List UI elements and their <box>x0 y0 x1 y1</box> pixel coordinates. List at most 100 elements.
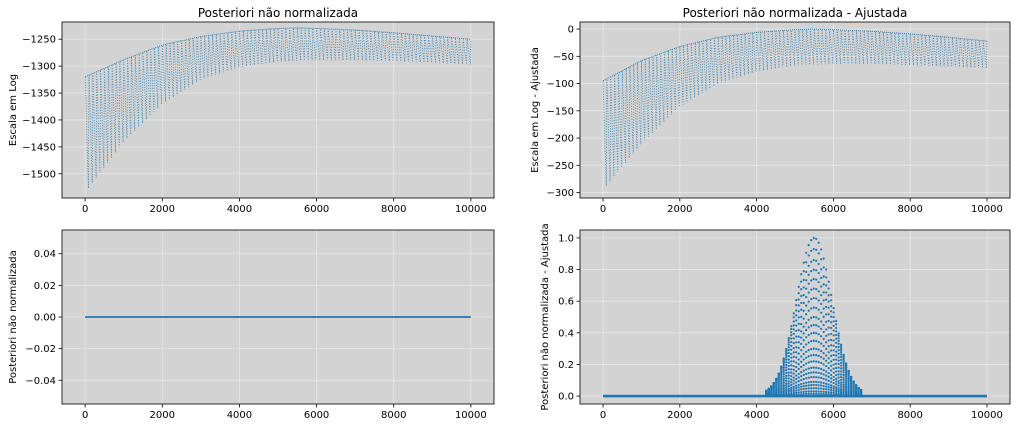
series-point <box>787 382 790 385</box>
y-tick-label: −1350 <box>22 89 56 100</box>
series-point <box>790 325 793 328</box>
y-tick-label: −300 <box>547 188 574 199</box>
series-point <box>842 369 845 372</box>
series-point <box>797 316 800 319</box>
series-point <box>825 365 828 368</box>
series-point <box>830 299 833 302</box>
series-point <box>800 385 803 388</box>
series-point <box>812 277 815 281</box>
series-point <box>805 270 808 274</box>
series-point <box>832 349 835 352</box>
series-point <box>792 379 795 382</box>
series-point <box>795 370 798 373</box>
y-tick-label: 0.4 <box>558 328 574 339</box>
series-point <box>817 308 820 311</box>
axes-frame <box>579 21 1011 199</box>
series-point <box>797 391 800 394</box>
series-point <box>775 393 778 396</box>
y-tick-label: 0.8 <box>558 265 574 276</box>
series-point <box>802 352 805 356</box>
series-point <box>815 278 818 281</box>
series-point <box>785 384 788 387</box>
y-tick-label: 0.04 <box>34 249 56 260</box>
y-tick-label: 1.0 <box>558 233 574 244</box>
series-point <box>830 321 833 324</box>
series-point <box>805 251 808 254</box>
series-point <box>790 383 793 386</box>
series-point <box>812 392 815 395</box>
series-point <box>815 380 818 384</box>
y-tick-label: −250 <box>547 161 574 172</box>
series-point <box>820 342 823 345</box>
series-point <box>805 279 808 282</box>
series-point <box>807 376 810 379</box>
y-tick-label: 0.2 <box>558 360 574 371</box>
series-point <box>822 363 825 366</box>
series-point <box>795 386 798 390</box>
series-point <box>832 316 835 319</box>
series-point <box>790 331 793 334</box>
series-point <box>792 391 795 395</box>
series-point <box>832 393 835 396</box>
subplot-top-left: 0 2000 4000 6000 8000 10000 −1500 −1450 −1400 −13… <box>8 6 495 215</box>
series-point <box>795 329 798 333</box>
series-point <box>825 328 828 331</box>
series-point <box>805 390 808 393</box>
series-point <box>822 299 825 302</box>
subplot-top-right: 0 2000 4000 6000 8000 10000 −300 −250 −200 −150 −1… <box>530 6 1011 215</box>
x-tick-label: 10000 <box>971 204 1003 215</box>
series-point <box>835 377 838 380</box>
series-point <box>820 294 823 297</box>
series-point <box>845 383 848 386</box>
series-point <box>830 380 833 383</box>
grid-top-left <box>62 22 494 198</box>
series-point <box>782 381 785 384</box>
y-tick-label: −150 <box>547 106 574 117</box>
series-point <box>805 368 808 371</box>
series-point <box>830 310 833 313</box>
series-point <box>840 373 843 376</box>
series-point <box>797 358 800 361</box>
ticks-bottom-left: 0 2000 4000 6000 8000 10000 −0.04 −0.02 0.00 0.02… <box>25 229 495 421</box>
x-tick-label: 6000 <box>304 410 329 421</box>
series-point <box>815 259 818 262</box>
series-point <box>827 383 830 386</box>
series-point <box>800 288 803 291</box>
series-point <box>817 333 820 336</box>
series-point <box>812 247 815 251</box>
series-point <box>815 306 818 310</box>
series-point <box>840 364 843 367</box>
series-point <box>830 384 833 387</box>
series-point <box>820 276 823 279</box>
series-point <box>837 388 840 392</box>
series-point <box>797 383 800 386</box>
series-point <box>822 307 825 310</box>
series-point <box>835 341 838 344</box>
series-point <box>782 384 785 387</box>
series-point <box>835 337 838 340</box>
series-point <box>810 354 813 357</box>
series-point <box>805 387 808 390</box>
series-point <box>792 355 795 358</box>
series-point <box>825 359 828 362</box>
series-point <box>825 382 828 385</box>
series-point <box>800 388 803 391</box>
series-point <box>807 273 810 276</box>
series-point <box>795 319 798 322</box>
series-point <box>777 385 780 388</box>
series-point <box>847 383 850 386</box>
series-point <box>835 362 838 365</box>
series-point <box>835 354 838 357</box>
series-point <box>785 379 788 382</box>
series-point <box>815 316 818 319</box>
series-point <box>780 373 783 376</box>
series-point <box>810 384 813 387</box>
series-point <box>832 387 835 390</box>
series-point <box>820 384 823 387</box>
y-tick-label: 0.02 <box>34 281 56 292</box>
series-point <box>825 374 828 377</box>
series-point <box>830 326 833 330</box>
series-point <box>832 334 835 337</box>
series-point <box>800 371 803 374</box>
series-point <box>790 388 793 391</box>
